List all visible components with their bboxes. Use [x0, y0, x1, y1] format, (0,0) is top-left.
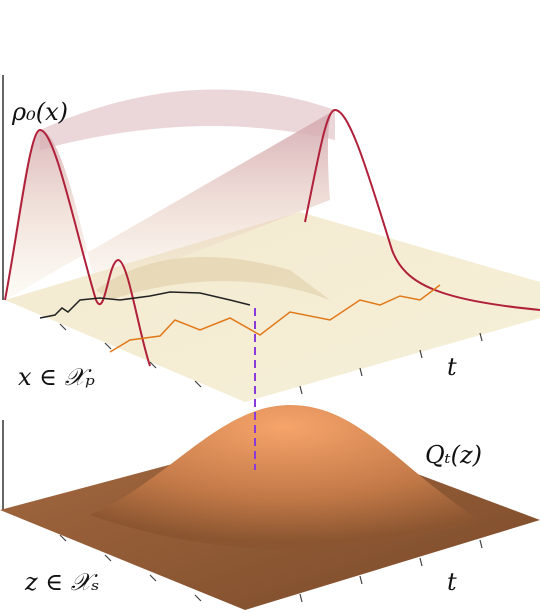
- z-space-label: z ∈ 𝒳ₛ: [24, 568, 99, 596]
- ticks: [59, 534, 483, 603]
- trajectory: [109, 284, 441, 353]
- ridge: [4, 128, 151, 367]
- q-label: Qₜ(z): [425, 441, 482, 469]
- ridge: [304, 108, 540, 311]
- density-top: [40, 89, 335, 150]
- bump: [90, 405, 480, 550]
- x-space-label: x ∈ 𝒳ₚ: [18, 363, 95, 391]
- density-sheet: [5, 110, 335, 300]
- plane: [5, 212, 540, 402]
- trajectory: [39, 291, 251, 319]
- ticks: [59, 323, 483, 395]
- t-label: t: [447, 568, 457, 596]
- density-label: ρ₀(x): [11, 98, 68, 126]
- t-label: t: [447, 353, 457, 381]
- small-sheet: [96, 256, 330, 300]
